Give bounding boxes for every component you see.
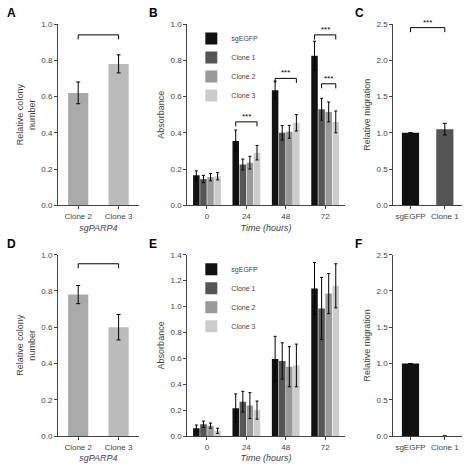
svg-text:Clone 3: Clone 3 <box>105 212 133 221</box>
svg-text:0.5: 0.5 <box>377 396 389 405</box>
svg-text:48: 48 <box>281 212 290 221</box>
svg-text:0.6: 0.6 <box>41 92 53 101</box>
svg-text:C: C <box>355 6 364 20</box>
svg-text:D: D <box>7 237 16 251</box>
svg-text:0.6: 0.6 <box>171 92 183 101</box>
svg-text:1.0: 1.0 <box>377 359 389 368</box>
svg-text:0.4: 0.4 <box>171 129 183 138</box>
svg-text:0.8: 0.8 <box>171 56 183 65</box>
svg-text:1.0: 1.0 <box>171 20 183 29</box>
svg-text:0.0: 0.0 <box>377 201 389 210</box>
svg-text:1.4: 1.4 <box>171 251 183 260</box>
svg-text:***: *** <box>321 25 330 34</box>
svg-text:2.0: 2.0 <box>377 56 389 65</box>
svg-text:0.6: 0.6 <box>41 323 53 332</box>
svg-text:sgPARP4: sgPARP4 <box>79 453 117 463</box>
svg-text:48: 48 <box>281 443 290 452</box>
svg-text:Absorbance: Absorbance <box>156 321 166 369</box>
svg-text:0.8: 0.8 <box>41 56 53 65</box>
svg-text:Clone 3: Clone 3 <box>105 443 133 452</box>
svg-text:1.2: 1.2 <box>171 276 183 285</box>
svg-text:0.2: 0.2 <box>41 165 53 174</box>
svg-text:1.0: 1.0 <box>41 20 53 29</box>
svg-text:sgEGFP: sgEGFP <box>231 35 258 43</box>
svg-text:sgEGFP: sgEGFP <box>395 443 425 452</box>
svg-text:0.2: 0.2 <box>171 406 183 415</box>
svg-text:Clone 2: Clone 2 <box>231 73 255 80</box>
svg-text:2.0: 2.0 <box>377 287 389 296</box>
svg-text:0.8: 0.8 <box>41 287 53 296</box>
svg-text:0.4: 0.4 <box>41 129 53 138</box>
svg-text:***: *** <box>324 74 333 83</box>
svg-text:2.5: 2.5 <box>377 20 389 29</box>
svg-text:***: *** <box>281 68 290 77</box>
svg-text:Clone 3: Clone 3 <box>231 92 255 99</box>
svg-text:Clone 1: Clone 1 <box>431 212 459 221</box>
svg-text:1.0: 1.0 <box>41 251 53 260</box>
svg-text:Relative colonynumber: Relative colonynumber <box>15 314 37 376</box>
svg-text:Clone 2: Clone 2 <box>64 443 92 452</box>
svg-text:0.0: 0.0 <box>41 432 53 441</box>
svg-text:Clone 2: Clone 2 <box>231 304 255 311</box>
svg-text:0.0: 0.0 <box>377 432 389 441</box>
svg-text:Time (hours): Time (hours) <box>241 453 292 463</box>
svg-text:72: 72 <box>321 212 330 221</box>
svg-text:Time (hours): Time (hours) <box>241 223 292 233</box>
svg-text:Clone 2: Clone 2 <box>64 212 92 221</box>
svg-text:***: *** <box>423 18 432 27</box>
svg-text:Relative migration: Relative migration <box>362 79 372 151</box>
svg-text:0: 0 <box>205 443 210 452</box>
svg-text:A: A <box>7 6 16 20</box>
svg-text:0: 0 <box>205 212 210 221</box>
svg-text:0.5: 0.5 <box>377 165 389 174</box>
svg-text:0.0: 0.0 <box>41 201 53 210</box>
svg-text:sgPARP4: sgPARP4 <box>79 223 117 233</box>
svg-text:1.0: 1.0 <box>377 129 389 138</box>
svg-text:1.5: 1.5 <box>377 92 389 101</box>
svg-text:B: B <box>149 6 158 20</box>
svg-text:E: E <box>149 237 157 251</box>
svg-text:Absorbance: Absorbance <box>156 91 166 139</box>
svg-text:sgEGFP: sgEGFP <box>395 212 425 221</box>
svg-text:Relative migration: Relative migration <box>362 309 372 381</box>
svg-text:Clone 1: Clone 1 <box>231 54 255 61</box>
svg-text:0.2: 0.2 <box>171 165 183 174</box>
svg-text:24: 24 <box>242 443 251 452</box>
svg-text:72: 72 <box>321 443 330 452</box>
svg-text:Clone 1: Clone 1 <box>431 443 459 452</box>
svg-text:***: *** <box>242 112 251 121</box>
svg-text:sgEGFP: sgEGFP <box>231 266 258 274</box>
svg-text:1.5: 1.5 <box>377 323 389 332</box>
svg-text:0.0: 0.0 <box>171 432 183 441</box>
svg-text:0.0: 0.0 <box>171 201 183 210</box>
svg-text:24: 24 <box>242 212 251 221</box>
svg-text:Clone 3: Clone 3 <box>231 323 255 330</box>
svg-text:0.2: 0.2 <box>41 396 53 405</box>
svg-text:F: F <box>355 237 362 251</box>
svg-text:0.6: 0.6 <box>171 354 183 363</box>
svg-text:1.0: 1.0 <box>171 302 183 311</box>
svg-text:0.4: 0.4 <box>171 380 183 389</box>
svg-text:Clone 1: Clone 1 <box>231 285 255 292</box>
svg-text:0.8: 0.8 <box>171 328 183 337</box>
svg-text:2.5: 2.5 <box>377 251 389 260</box>
svg-text:Relative colonynumber: Relative colonynumber <box>15 84 37 146</box>
svg-text:0.4: 0.4 <box>41 359 53 368</box>
